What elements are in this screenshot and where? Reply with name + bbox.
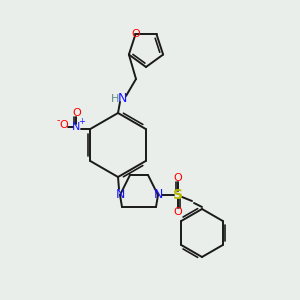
Text: N: N [72,122,80,132]
Text: N: N [115,188,125,202]
Text: +: + [78,118,85,127]
Text: O: O [131,29,140,39]
Text: O: O [174,173,182,183]
Text: H: H [111,94,119,104]
Text: O: O [59,120,68,130]
Text: O: O [72,108,81,118]
Text: S: S [173,188,183,202]
Text: O: O [174,207,182,217]
Text: N: N [153,188,163,202]
Text: -: - [56,115,60,125]
Text: N: N [117,92,127,106]
